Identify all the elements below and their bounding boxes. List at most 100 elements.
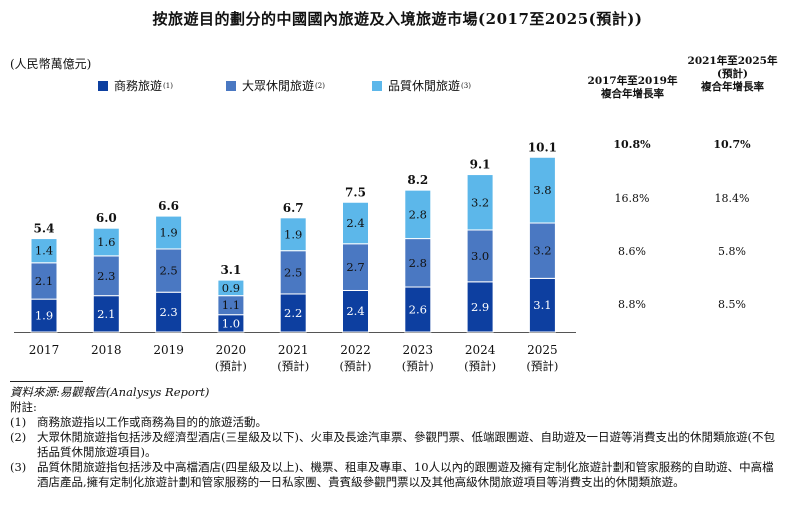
cagr-total-2021-2025: 10.7% bbox=[713, 138, 751, 151]
cagr-business-2021-2025: 8.5% bbox=[718, 298, 746, 311]
x-tick-label-2020: 2020 bbox=[216, 343, 247, 357]
footnote-2-text: 大眾休閒旅遊指包括涉及經濟型酒店(三星級及以下)、火車及長途汽車票、參觀門票、低… bbox=[37, 430, 775, 459]
bar-label-business-2019: 2.3 bbox=[159, 305, 177, 319]
bar-mass-2018 bbox=[92, 255, 120, 297]
bar-label-business-2020: 1.0 bbox=[222, 316, 240, 330]
cagr-total-2017-2019: 10.8% bbox=[613, 138, 651, 151]
cagr-header-2021-2025-line2: (預計) bbox=[717, 68, 748, 80]
bar-label-business-2017: 1.9 bbox=[35, 309, 53, 323]
bar-label-mass-2024: 3.0 bbox=[471, 249, 489, 263]
bar-label-mass-2021: 2.5 bbox=[284, 265, 302, 279]
footnote-3: (3) 品質休閒旅遊指包括涉及中高檔酒店(四星級及以上)、機票、租車及專車、10… bbox=[10, 460, 785, 490]
bar-quality-2019 bbox=[155, 215, 183, 250]
cagr-header-2017-2019-line2: 複合年增長率 bbox=[601, 88, 664, 100]
bar-mass-2017 bbox=[30, 262, 58, 300]
bar-mass-2019 bbox=[155, 248, 183, 293]
bar-quality-2018 bbox=[92, 227, 120, 257]
bar-business-2022 bbox=[342, 289, 369, 333]
legend-label-quality: 品質休閒旅遊 bbox=[388, 79, 461, 93]
x-tick-sublabel-2021: (預計) bbox=[277, 359, 309, 373]
footnote-1-num: (1) bbox=[10, 415, 27, 429]
legend-note-business: (1) bbox=[163, 81, 173, 90]
bar-total-2022: 7.5 bbox=[345, 185, 366, 199]
legend-note-quality: (3) bbox=[461, 81, 471, 90]
cagr-header-2021-2025: 2021年至2025年 (預計) 複合年增長率 bbox=[680, 55, 785, 94]
bar-business-2019 bbox=[155, 291, 183, 333]
bar-total-2017: 5.4 bbox=[34, 222, 55, 236]
bar-quality-2024 bbox=[466, 174, 494, 231]
x-tick-sublabel-2025: (預計) bbox=[526, 359, 558, 373]
legend-swatch-quality bbox=[372, 80, 382, 91]
x-tick-sublabel-2024: (預計) bbox=[464, 359, 496, 373]
footnote-3-num: (3) bbox=[10, 460, 27, 474]
bar-label-mass-2020: 1.1 bbox=[222, 298, 240, 312]
cagr-quality-2017-2019: 16.8% bbox=[614, 192, 650, 205]
bar-label-business-2023: 2.6 bbox=[409, 303, 427, 317]
bar-label-quality-2017: 1.4 bbox=[35, 244, 53, 258]
notes-label: 附註: bbox=[10, 400, 37, 414]
bar-total-2019: 6.6 bbox=[158, 199, 179, 213]
bar-label-quality-2019: 1.9 bbox=[159, 226, 177, 240]
x-tick-label-2022: 2022 bbox=[340, 343, 371, 357]
x-tick-sublabel-2020: (預計) bbox=[215, 359, 247, 373]
stacked-bar-chart: 1.9 2.1 1.4 5.4 2017 2.1 2.3 1.6 6.0 2018 2.3 2.5 1.… bbox=[14, 140, 576, 373]
footnote-2: (2) 大眾休閒旅遊指包括涉及經濟型酒店(三星級及以下)、火車及長途汽車票、參觀… bbox=[10, 430, 785, 460]
x-tick-label-2023: 2023 bbox=[403, 343, 434, 357]
bar-label-quality-2023: 2.8 bbox=[409, 207, 427, 221]
bar-mass-2024 bbox=[466, 229, 494, 283]
bar-total-2024: 9.1 bbox=[470, 158, 491, 172]
legend-label-mass: 大眾休閒旅遊 bbox=[242, 79, 315, 93]
cagr-header-2021-2025-line3: 複合年增長率 bbox=[701, 81, 764, 93]
footnote-1: (1) 商務旅遊指以工作或商務為目的的旅遊活動。 bbox=[10, 415, 785, 430]
bar-quality-2025 bbox=[528, 156, 556, 224]
bar-quality-2021 bbox=[279, 217, 307, 252]
chart-title: 按旅遊目的劃分的中國國內旅遊及入境旅遊市場(2017至2025(預計)) bbox=[152, 10, 643, 28]
bar-label-mass-2022: 2.7 bbox=[346, 260, 364, 274]
bar-business-2017 bbox=[30, 298, 58, 333]
footer-rule bbox=[10, 381, 83, 382]
bar-total-2025: 10.1 bbox=[528, 140, 557, 154]
bar-business-2024 bbox=[466, 281, 494, 333]
bar-label-quality-2020: 0.9 bbox=[222, 281, 240, 295]
cagr-header-2017-2019-line1: 2017年至2019年 bbox=[587, 75, 678, 87]
unit-label: (人民幣萬億元) bbox=[10, 57, 92, 71]
x-tick-label-2019: 2019 bbox=[153, 343, 184, 357]
x-tick-label-2021: 2021 bbox=[278, 343, 309, 357]
bar-label-business-2022: 2.4 bbox=[346, 304, 364, 318]
bar-label-business-2018: 2.1 bbox=[97, 307, 115, 321]
footnote-1-text: 商務旅遊指以工作或商務為目的的旅遊活動。 bbox=[37, 415, 267, 429]
bar-label-quality-2018: 1.6 bbox=[97, 235, 115, 249]
cagr-header-2021-2025-line1: 2021年至2025年 bbox=[687, 55, 778, 67]
legend-note-mass: (2) bbox=[315, 81, 325, 90]
footnote-2-num: (2) bbox=[10, 430, 27, 444]
bar-label-quality-2024: 3.2 bbox=[471, 195, 489, 209]
legend-swatch-business bbox=[98, 80, 108, 91]
legend-item-business: 商務旅遊 (1) bbox=[98, 77, 173, 94]
bar-label-mass-2017: 2.1 bbox=[35, 274, 53, 288]
bar-label-quality-2022: 2.4 bbox=[346, 216, 364, 230]
bar-mass-2025 bbox=[528, 222, 556, 279]
legend-item-mass: 大眾休閒旅遊 (2) bbox=[226, 77, 325, 94]
legend-swatch-mass bbox=[226, 80, 236, 91]
bar-quality-2017 bbox=[30, 238, 58, 264]
bar-label-quality-2021: 1.9 bbox=[284, 227, 302, 241]
bar-quality-2022 bbox=[342, 201, 369, 245]
cagr-mass-2017-2019: 8.6% bbox=[618, 245, 646, 258]
footer: 資料來源:易觀報告(Analysys Report) 附註: (1) 商務旅遊指… bbox=[10, 385, 785, 490]
x-tick-label-2018: 2018 bbox=[91, 343, 122, 357]
bar-label-quality-2025: 3.8 bbox=[533, 183, 551, 197]
bar-mass-2023 bbox=[404, 238, 432, 288]
cagr-mass-2021-2025: 5.8% bbox=[718, 245, 746, 258]
source-note: 資料來源:易觀報告(Analysys Report) bbox=[10, 385, 210, 399]
bar-label-business-2025: 3.1 bbox=[533, 298, 551, 312]
bar-quality-2020 bbox=[217, 279, 245, 297]
bar-business-2021 bbox=[279, 293, 307, 333]
legend-label-business: 商務旅遊 bbox=[114, 79, 163, 93]
footnote-3-text: 品質休閒旅遊指包括涉及中高檔酒店(四星級及以上)、機票、租車及專車、10人以內的… bbox=[37, 460, 774, 489]
x-tick-label-2025: 2025 bbox=[527, 343, 558, 357]
x-tick-label-2017: 2017 bbox=[29, 343, 60, 357]
cagr-quality-2021-2025: 18.4% bbox=[714, 192, 750, 205]
bar-label-business-2024: 2.9 bbox=[471, 300, 489, 314]
bar-total-2023: 8.2 bbox=[407, 173, 428, 187]
bar-label-mass-2018: 2.3 bbox=[97, 269, 115, 283]
